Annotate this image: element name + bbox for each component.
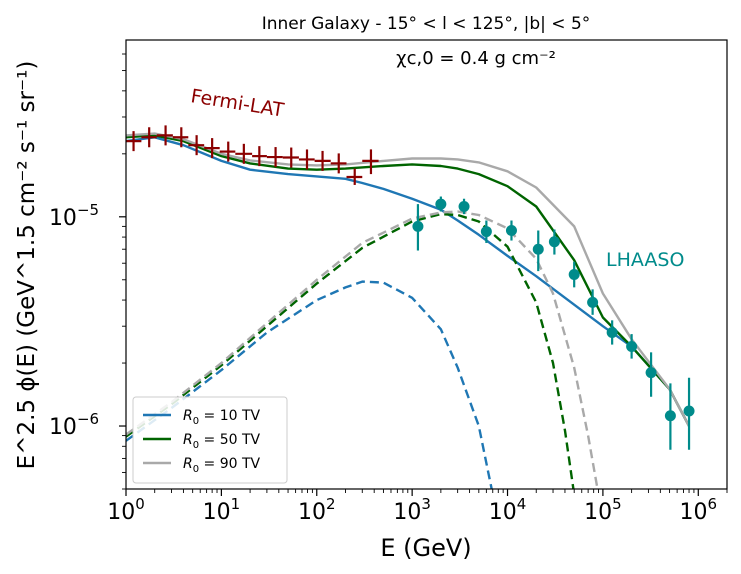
lhaaso-point xyxy=(587,289,599,315)
x-tick-label: 103 xyxy=(393,495,431,525)
series-line-r50 xyxy=(126,134,691,427)
chart-title: Inner Galaxy - 15° < l < 125°, |b| < 5° xyxy=(262,14,591,34)
legend-box xyxy=(132,396,288,484)
fermi-lat-point xyxy=(362,149,379,175)
chart-subtitle: χc,0 = 0.4 g cm⁻² xyxy=(396,48,556,69)
x-tick-label: 104 xyxy=(489,495,527,525)
plot-frame xyxy=(125,39,728,490)
series-line-r90-dashed xyxy=(126,210,599,489)
legend-label: R0 = 90 TV xyxy=(183,456,261,475)
axis-ticks: 100 101 102 103 104 105 106 10−6 10−5 xyxy=(49,53,728,525)
fermi-lat-point xyxy=(282,147,299,168)
fermi-lat-point xyxy=(346,168,363,185)
lhaaso-point xyxy=(505,220,517,241)
lhaaso-point xyxy=(532,230,544,272)
fermi-lat-point xyxy=(219,141,236,162)
lhaaso-annotation: LHAASO xyxy=(606,249,684,271)
lhaaso-point xyxy=(606,320,618,345)
plot-clip xyxy=(126,125,695,489)
fermi-lat-point xyxy=(252,146,267,167)
fermi-lat-point xyxy=(172,127,189,148)
plot-area xyxy=(126,125,695,489)
lhaaso-point xyxy=(548,229,560,255)
fermi-lat-point xyxy=(188,135,205,156)
fermi-lat-point xyxy=(235,143,253,164)
fermi-lat-point xyxy=(298,149,315,170)
lhaaso-point xyxy=(645,352,657,397)
lhaaso-point xyxy=(683,377,695,450)
x-axis-label: E (GeV) xyxy=(380,534,471,562)
x-tick-label: 102 xyxy=(298,495,336,525)
series-line-r10 xyxy=(126,136,691,427)
lhaaso-point xyxy=(664,383,676,450)
y-tick-label: 10−5 xyxy=(49,201,99,231)
fermi-lat-point xyxy=(204,138,220,159)
x-tick-label: 106 xyxy=(680,495,718,525)
lhaaso-point xyxy=(480,220,492,243)
lhaaso-point xyxy=(412,204,424,251)
series-line-r10-dashed xyxy=(126,280,493,489)
legend-label: R0 = 50 TV xyxy=(183,432,261,451)
fermi-lat-point xyxy=(266,147,283,168)
lhaaso-point xyxy=(458,198,470,215)
y-tick-label: 10−6 xyxy=(49,410,99,440)
fermi-lat-point xyxy=(314,150,331,171)
series-line-r90 xyxy=(126,132,691,427)
fermi-lat-point xyxy=(141,127,157,148)
x-tick-label: 100 xyxy=(107,495,145,525)
fermi-lat-point xyxy=(156,125,173,146)
lhaaso-point xyxy=(568,261,580,288)
x-tick-label: 105 xyxy=(584,495,622,525)
fermi-lat-point xyxy=(330,153,347,174)
lhaaso-point xyxy=(435,196,447,212)
legend: R0 = 10 TV R0 = 50 TV R0 = 90 TV xyxy=(132,396,288,484)
fermi-lat-point xyxy=(126,131,142,152)
x-tick-label: 101 xyxy=(203,495,241,525)
legend-label: R0 = 10 TV xyxy=(183,408,261,427)
lhaaso-point xyxy=(626,334,638,359)
y-axis-label: E^2.5 ϕ(E) (GeV^1.5 cm⁻² s⁻¹ sr⁻¹) xyxy=(14,61,40,470)
